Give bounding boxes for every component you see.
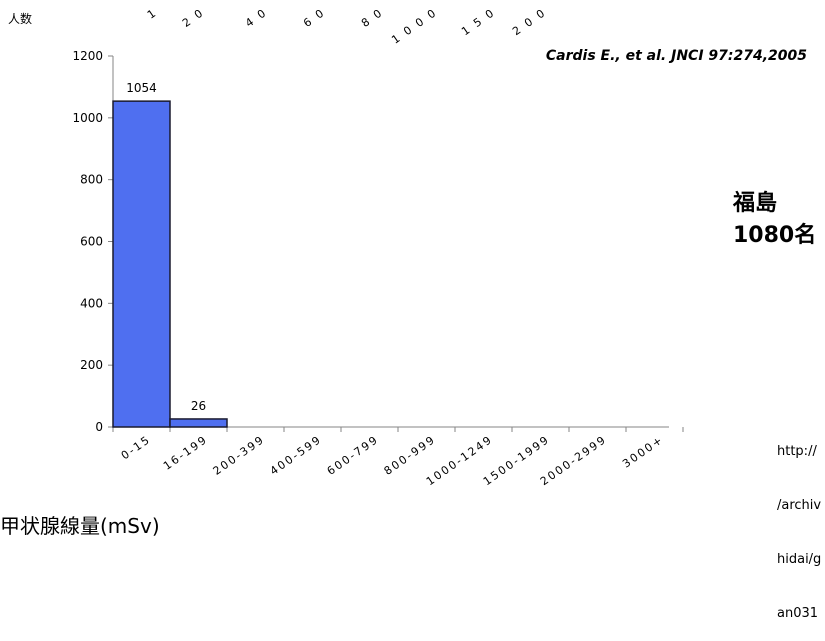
url-line: hidai/g [777, 552, 822, 567]
x-tick-label: 600-799 [325, 433, 382, 478]
x-tick-label: 800-999 [382, 433, 439, 478]
annotation-line-1: 福島 [733, 191, 778, 216]
top-tick-label: 4 0 [243, 6, 270, 30]
top-tick-label: 6 0 [301, 6, 328, 30]
y-tick-label: 200 [80, 358, 103, 372]
top-tick-label: 8 0 [359, 6, 386, 30]
bars: 1054 26 [112, 81, 228, 428]
x-tick-label: 3000+ [620, 433, 666, 471]
data-label: 26 [191, 399, 206, 413]
y-tick-label: 800 [80, 173, 103, 187]
url-line: /archiv [777, 498, 822, 513]
citation: Cardis E., et al. JNCI 97:274,2005 [545, 48, 807, 64]
y-tick-label: 600 [80, 235, 103, 249]
x-axis: 0-15 16-199 200-399 400-599 600-799 800-99910… [112, 426, 684, 488]
x-tick-label: 0-15 [119, 433, 153, 463]
bar [112, 100, 171, 428]
url-line: an031 [777, 606, 819, 621]
top-tick-label: 1 0 0 0 [389, 6, 439, 47]
x-tick-label: 400-599 [268, 433, 325, 478]
top-tick-label: 2 0 0 [510, 6, 549, 38]
x-tick-label: 16-199 [161, 433, 210, 473]
x-axis-label: 甲状腺線量(mSv) [0, 514, 160, 538]
data-label: 1054 [126, 81, 157, 95]
top-tick-label: 2 0 [180, 6, 207, 30]
y-axis-label: 人数 [8, 12, 33, 26]
fukushima-annotation: 福島 1080名 [733, 188, 816, 252]
top-tick-label: 1 5 0 [459, 6, 498, 38]
url-line: http:// [777, 444, 817, 459]
bar [169, 418, 228, 428]
y-tick-label: 1200 [72, 49, 103, 63]
x-tick-label: 200-399 [211, 433, 268, 478]
top-tick-label: 1 [145, 6, 160, 22]
annotation-line-2: 1080名 [733, 223, 817, 248]
y-tick-label: 0 [95, 420, 103, 434]
y-tick-label: 1000 [72, 111, 103, 125]
source-url: http:// /archiv hidai/g an031 [777, 407, 825, 641]
y-tick-label: 400 [80, 296, 103, 310]
y-axis: 0 200 400 600 800 1000 1200 [72, 49, 114, 434]
